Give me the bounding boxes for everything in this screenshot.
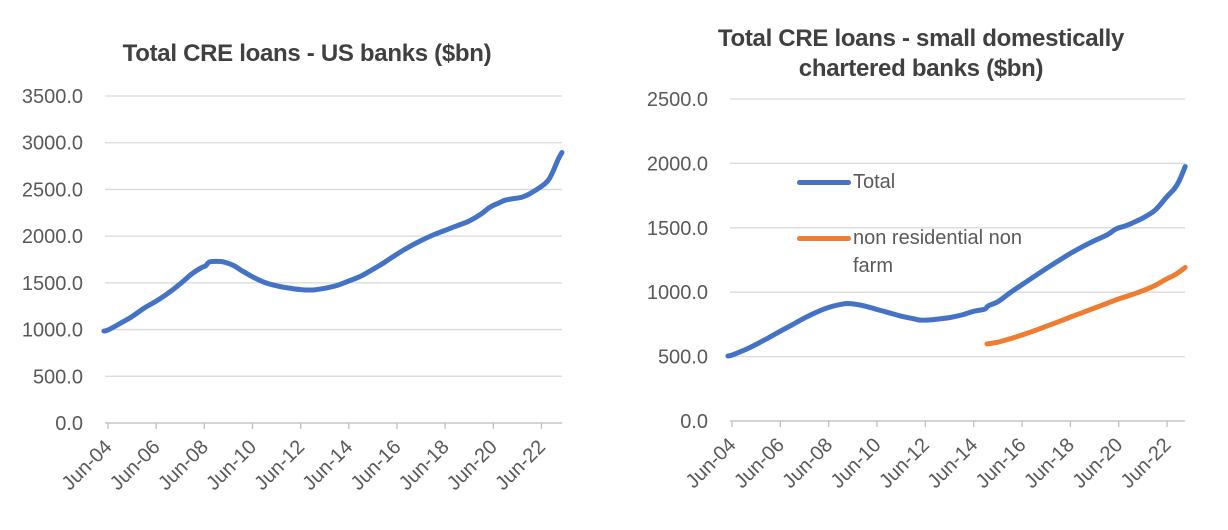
x-axis-tick-label: Jun-18 [1020, 434, 1079, 493]
x-axis-tick-label: Jun-20 [1068, 434, 1127, 493]
y-axis-tick-label: 1500.0 [647, 218, 708, 240]
chart-us-banks: Total CRE loans - US banks ($bn) 0.0 500.… [0, 22, 614, 495]
y-axis-tick-label: 1500.0 [22, 273, 83, 295]
series-line-total [101, 150, 565, 334]
x-axis-tick-label: Jun-12 [875, 434, 934, 493]
y-axis-tick-label: 3500.0 [22, 86, 83, 108]
plot-area-us-banks: 0.0 500.0 1000.0 1500.0 2000.0 2500.0 3000.0 35… [22, 86, 565, 495]
x-axis-tick-label: Jun-14 [299, 436, 358, 495]
x-axis-tick-label: Jun-08 [778, 434, 837, 493]
x-axis-tick-label: Jun-14 [923, 434, 982, 493]
y-axis-tick-label: 1000.0 [22, 320, 83, 342]
x-axis-tick-label: Jun-18 [395, 436, 454, 495]
y-axis-tick-label: 500.0 [658, 347, 708, 369]
chart-small-banks: Total CRE loans - small domestically cha… [614, 0, 1228, 530]
legend: Total non residential non farm [797, 168, 1028, 280]
plot-area-small-banks: 0.0500.01000.01500.02000.02500.0Jun-04Ju… [647, 89, 1188, 493]
y-axis-tick-label: 2500.0 [22, 179, 83, 201]
y-axis-tick-label: 3000.0 [22, 133, 83, 155]
series-line-total [725, 164, 1188, 359]
chart-title-small-banks: Total CRE loans - small domestically cha… [614, 22, 1228, 86]
y-axis-tick-label: 2500.0 [647, 89, 708, 111]
y-axis-tick-label: 0.0 [680, 411, 708, 433]
chart-title-us-banks-text: Total CRE loans - US banks ($bn) [122, 40, 492, 67]
legend-label-nonres-nonfarm: non residential non farm [853, 227, 1023, 277]
x-axis-tick-label: Jun-22 [491, 436, 550, 495]
x-axis-tick-label: Jun-16 [347, 436, 406, 495]
y-axis-tick-label: 1000.0 [647, 282, 708, 304]
legend-item-nonres-nonfarm: non residential non farm [797, 224, 1028, 280]
x-axis-tick-label: Jun-08 [154, 436, 213, 495]
x-axis-tick-label: Jun-06 [730, 434, 789, 493]
y-axis-tick-label: 0.0 [55, 413, 83, 435]
x-axis-tick-label: Jun-10 [202, 436, 261, 495]
x-axis-tick-label: Jun-10 [827, 434, 886, 493]
series-line-non-residential-non-farm [984, 265, 1188, 347]
x-axis-tick-label: Jun-06 [106, 436, 165, 495]
legend-item-total: Total [797, 168, 1028, 196]
x-axis-tick-label: Jun-16 [972, 434, 1031, 493]
y-axis-tick-label: 500.0 [33, 366, 83, 388]
x-axis-tick-label: Jun-22 [1117, 434, 1176, 493]
x-axis-tick-label: Jun-04 [682, 434, 741, 493]
legend-line-swatch-total [797, 179, 851, 185]
x-axis-tick-label: Jun-04 [58, 436, 117, 495]
x-axis-tick-label: Jun-12 [250, 436, 309, 495]
y-axis-tick-label: 2000.0 [647, 153, 708, 175]
y-axis-tick-label: 2000.0 [22, 226, 83, 248]
chart-title-small-banks-text: Total CRE loans - small domestically cha… [717, 25, 1125, 82]
legend-label-total: Total [853, 171, 896, 193]
chart-title-us-banks: Total CRE loans - US banks ($bn) [0, 22, 614, 86]
legend-line-swatch-nonres-nonfarm [797, 235, 851, 241]
x-axis-tick-label: Jun-20 [443, 436, 502, 495]
